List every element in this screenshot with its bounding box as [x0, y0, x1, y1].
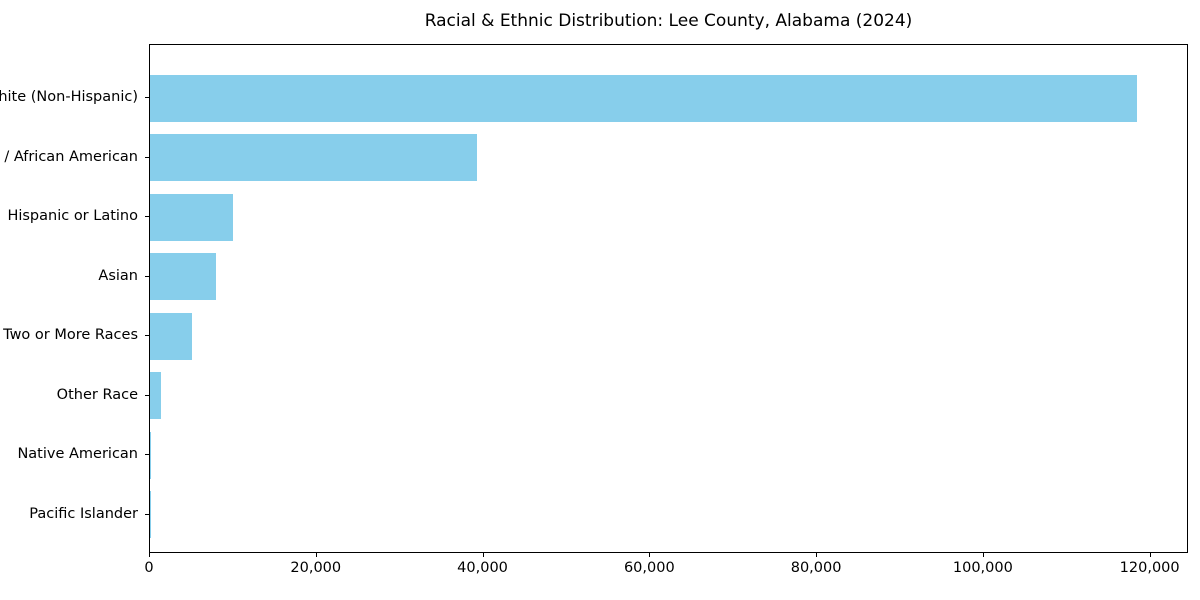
- chart-title: Racial & Ethnic Distribution: Lee County…: [424, 11, 913, 31]
- x-tick-mark: [1149, 553, 1151, 557]
- bar-other-race: [150, 372, 161, 420]
- y-tick-label: Other Race: [56, 386, 138, 403]
- x-tick-label: 20,000: [290, 560, 342, 576]
- y-tick-label: Black / African American: [0, 148, 138, 165]
- x-tick-mark: [149, 553, 150, 557]
- y-tick-label: White (Non-Hispanic): [0, 89, 138, 105]
- x-tick-mark: [982, 553, 984, 557]
- x-tick-mark: [649, 553, 651, 557]
- y-tick-mark: [145, 275, 149, 277]
- y-tick-mark: [145, 156, 149, 158]
- y-tick-label: Asian: [98, 267, 138, 284]
- y-tick-mark: [145, 454, 149, 456]
- x-tick-label: 120,000: [1119, 560, 1180, 576]
- bar-two-or-more-races: [150, 312, 192, 360]
- x-tick-label: 60,000: [623, 560, 675, 576]
- y-tick-label: Pacific Islander: [29, 505, 138, 522]
- bar-pacific-islander: [150, 491, 151, 539]
- x-tick-mark: [816, 553, 818, 557]
- x-tick-mark: [315, 553, 317, 557]
- bar-black-african-american: [150, 134, 477, 182]
- x-tick-label: 0: [144, 560, 154, 576]
- plot-area: [149, 44, 1188, 553]
- bar-hispanic-or-latino: [150, 193, 233, 241]
- y-tick-label: Native American: [17, 446, 138, 463]
- y-tick-mark: [145, 335, 149, 337]
- x-tick-mark: [482, 553, 484, 557]
- y-tick-label: Two or More Races: [3, 327, 138, 344]
- bar-white-non-hispanic: [150, 74, 1138, 122]
- y-tick-mark: [145, 513, 149, 515]
- bar-native-american: [150, 431, 152, 479]
- y-tick-label: Hispanic or Latino: [7, 208, 138, 225]
- x-tick-label: 80,000: [790, 560, 842, 576]
- y-tick-mark: [145, 97, 149, 98]
- y-tick-mark: [145, 216, 149, 218]
- x-tick-label: 40,000: [457, 560, 508, 576]
- bar-asian: [150, 253, 216, 301]
- y-tick-mark: [145, 394, 149, 396]
- x-tick-label: 100,000: [952, 560, 1013, 576]
